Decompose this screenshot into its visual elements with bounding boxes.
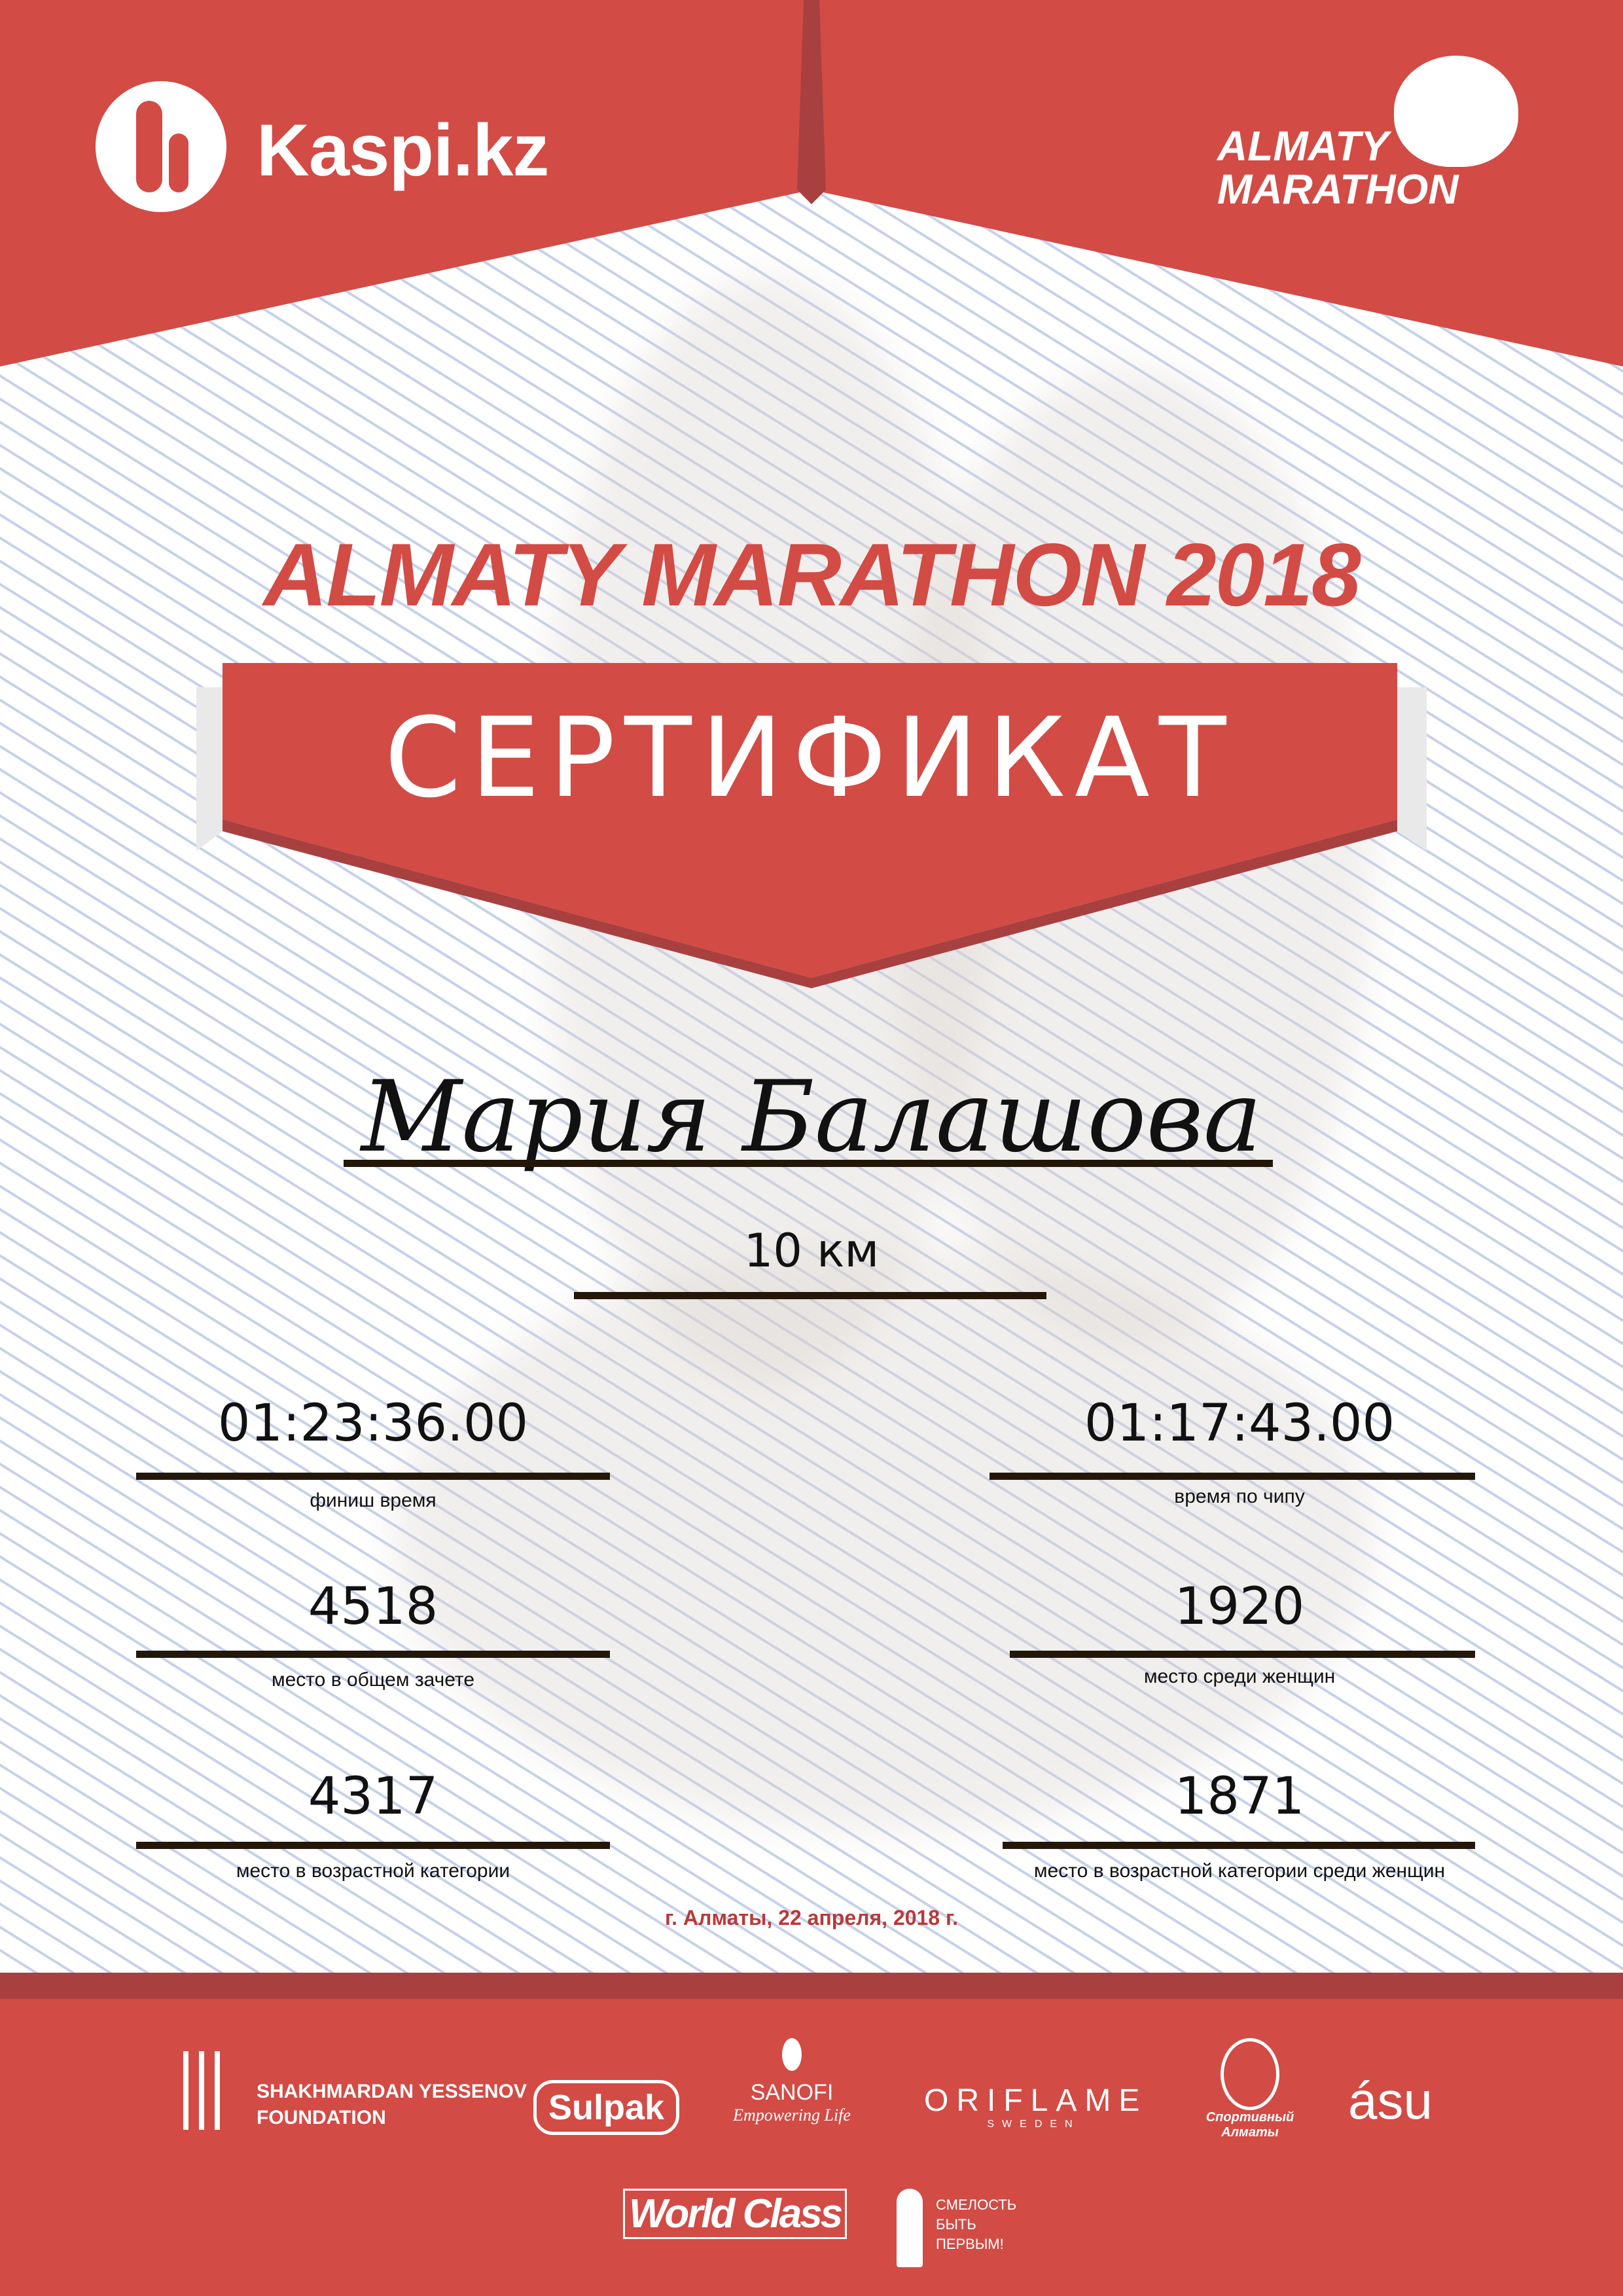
distance-underline bbox=[574, 1292, 1046, 1299]
issue-date: г. Алматы, 22 апреля, 2018 г. bbox=[665, 1906, 958, 1929]
almaty-marathon-logo: ALMATY MARATHON bbox=[1217, 124, 1459, 211]
almaty-marathon-runner-icon bbox=[1394, 56, 1518, 167]
women-place-value: 1920 bbox=[1174, 1577, 1305, 1636]
logo-line1: ALMATY bbox=[1217, 122, 1389, 170]
kaspi-logo-text: Kaspi.kz bbox=[257, 109, 549, 191]
asu-logo: ásu bbox=[1348, 2072, 1433, 2130]
participant-name: Мария Балашова bbox=[361, 1060, 1262, 1174]
runner-photo-legs bbox=[393, 1244, 1374, 1833]
oriflame-text: ORIFLAME bbox=[924, 2083, 1148, 2118]
fund-line1: СМЕЛОСТЬ bbox=[936, 2197, 1017, 2213]
sport-almaty-logo: Спортивный Алматы bbox=[1201, 2038, 1299, 2140]
yessenov-bars-icon bbox=[183, 2051, 220, 2130]
kaspi-figure-icon bbox=[136, 101, 162, 192]
sponsors-footer: SHAKHMARDAN YESSENOV FOUNDATION Sulpak S… bbox=[0, 1999, 1623, 2296]
women-place-rule bbox=[1010, 1651, 1475, 1658]
header-shapes bbox=[0, 0, 1623, 988]
name-underline bbox=[344, 1160, 1273, 1167]
women-age-place-label: место в возрастной категории среди женщи… bbox=[1033, 1860, 1446, 1882]
age-place-rule bbox=[136, 1842, 610, 1849]
overall-place-label: место в общем зачете bbox=[271, 1669, 475, 1691]
chip-time-rule bbox=[990, 1473, 1475, 1480]
fund-line3: ПЕРВЫМ! bbox=[936, 2236, 1004, 2252]
yessenov-logo: SHAKHMARDAN YESSENOV FOUNDATION bbox=[257, 2079, 527, 2131]
logo-line2: MARATHON bbox=[1217, 166, 1459, 213]
fund-figure-icon bbox=[897, 2189, 923, 2267]
chip-time-value: 01:17:43.00 bbox=[1084, 1394, 1395, 1453]
oriflame-logo: ORIFLAME SWEDEN bbox=[924, 2083, 1143, 2130]
worldclass-logo: World Class bbox=[623, 2189, 847, 2239]
sanofi-text: SANOFI bbox=[750, 2080, 834, 2105]
certificate-banner: СЕРТИФИКАТ bbox=[384, 694, 1236, 822]
distance: 10 км bbox=[743, 1224, 880, 1278]
finish-time-value: 01:23:36.00 bbox=[217, 1394, 529, 1453]
yessenov-line2: FOUNDATION bbox=[257, 2107, 386, 2128]
yessenov-line1: SHAKHMARDAN YESSENOV bbox=[257, 2081, 527, 2102]
finish-time-label: финиш время bbox=[310, 1490, 437, 1511]
kaspi-logo bbox=[96, 81, 226, 212]
kaspi-child-icon bbox=[169, 134, 188, 192]
women-place-label: место среди женщин bbox=[1143, 1666, 1336, 1687]
age-place-label: место в возрастной категории bbox=[236, 1860, 510, 1882]
event-title: ALMATY MARATHON 2018 bbox=[263, 525, 1361, 624]
women-age-place-rule bbox=[1003, 1842, 1475, 1849]
finish-time-rule bbox=[136, 1473, 610, 1480]
footer-band bbox=[0, 1973, 1623, 1999]
sport-almaty-text: Спортивный Алматы bbox=[1205, 2110, 1294, 2140]
chip-time-label: время по чипу bbox=[1174, 1486, 1305, 1507]
sulpak-logo: Sulpak bbox=[533, 2080, 680, 2135]
fund-line2: БЫТЬ bbox=[936, 2216, 976, 2233]
sanofi-tagline: Empowering Life bbox=[733, 2106, 851, 2125]
oriflame-sub: SWEDEN bbox=[987, 2119, 1080, 2130]
sanofi-logo: SANOFI Empowering Life bbox=[726, 2038, 857, 2125]
women-age-place-value: 1871 bbox=[1174, 1767, 1305, 1826]
overall-place-value: 4518 bbox=[308, 1577, 438, 1636]
sport-almaty-emblem-icon bbox=[1221, 2038, 1279, 2110]
sanofi-bird-icon bbox=[782, 2038, 802, 2071]
age-place-value: 4317 bbox=[308, 1767, 438, 1826]
fund-logo: СМЕЛОСТЬ БЫТЬ ПЕРВЫМ! bbox=[936, 2195, 1016, 2254]
overall-place-rule bbox=[136, 1651, 610, 1658]
